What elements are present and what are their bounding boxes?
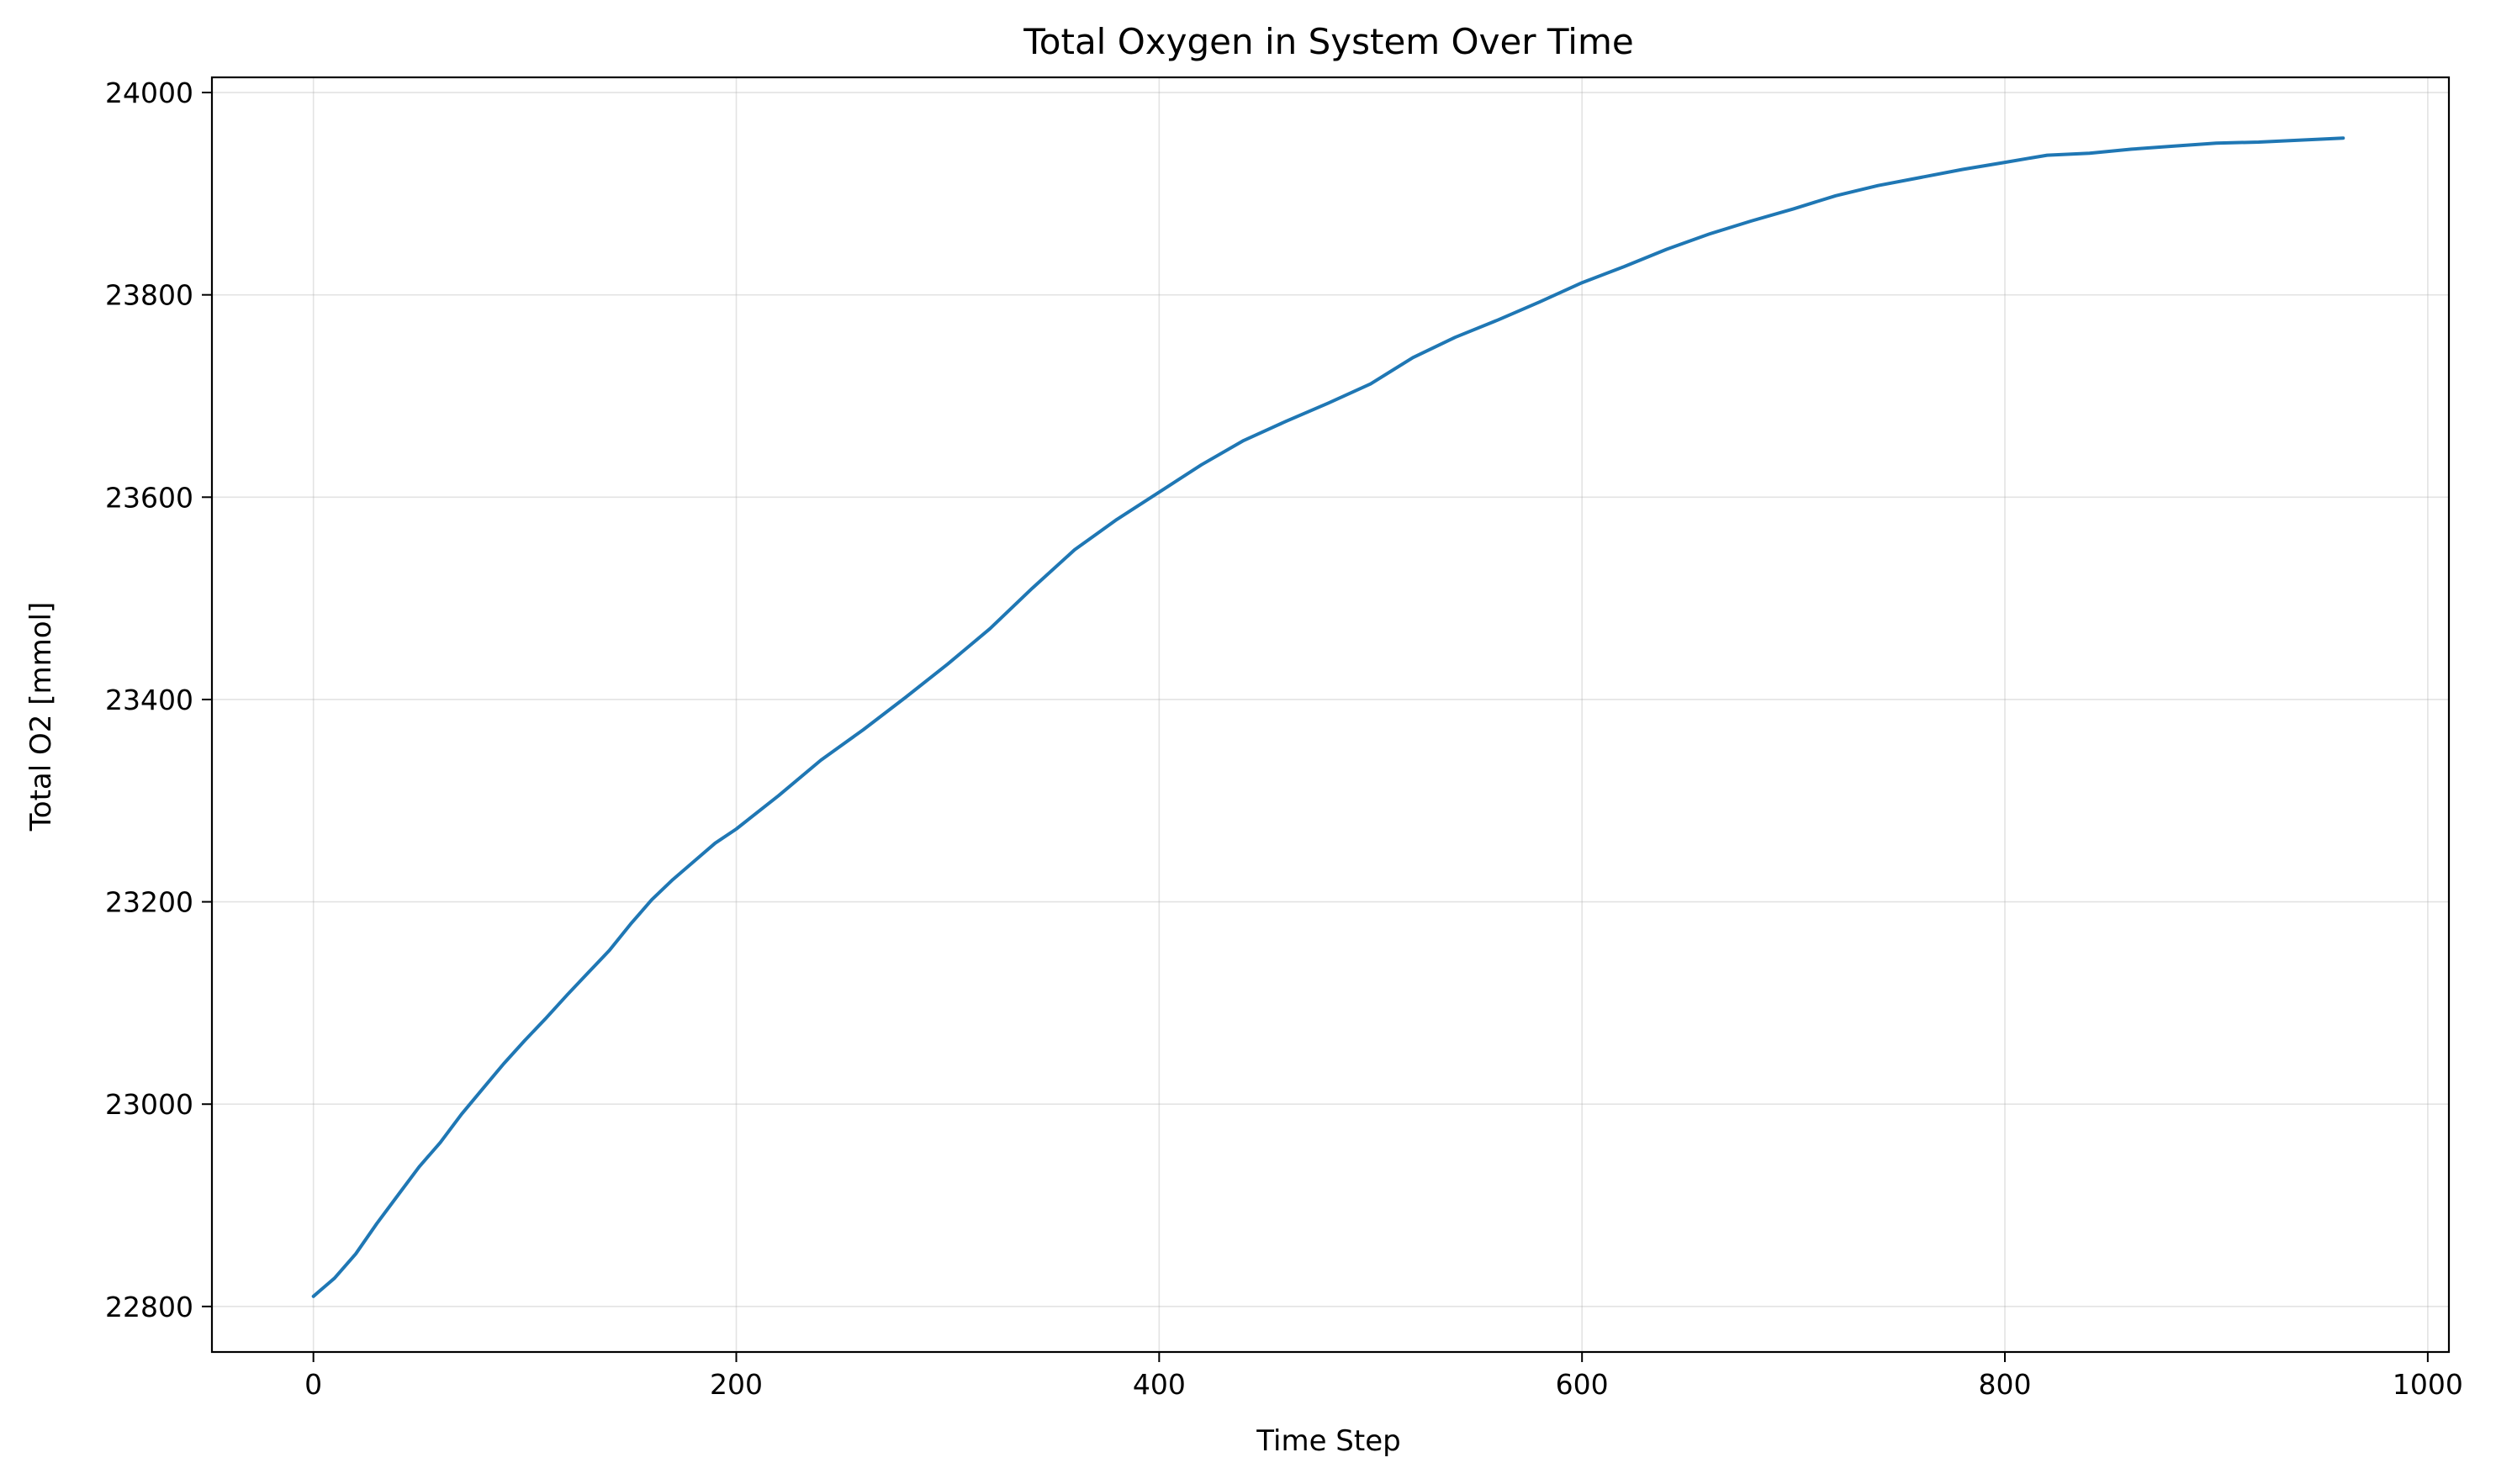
- series-line: [311, 136, 2345, 1298]
- y-tick-label: 23400: [105, 684, 193, 716]
- y-tick-label: 23800: [105, 279, 193, 312]
- x-tick-label: 1000: [2393, 1368, 2463, 1401]
- y-tick-label: 22800: [105, 1291, 193, 1323]
- y-tick-label: 23200: [105, 886, 193, 919]
- x-axis-ticks: 0 200 400 600 800 1000: [304, 1352, 2463, 1401]
- grid-lines: [212, 77, 2449, 1352]
- y-tick-label: 23600: [105, 481, 193, 514]
- axes-frame: [210, 76, 2451, 1354]
- y-axis-label: Total O2 [mmol]: [24, 602, 58, 832]
- x-tick-label: 400: [1133, 1368, 1186, 1401]
- x-tick-label: 600: [1556, 1368, 1609, 1401]
- chart-title: Total Oxygen in System Over Time: [1023, 21, 1633, 62]
- x-tick-label: 800: [1979, 1368, 2032, 1401]
- x-tick-label: 200: [710, 1368, 763, 1401]
- y-axis-ticks: 22800 23000 23200 23400 23600 23800 24000: [105, 77, 212, 1323]
- series-line-group: [311, 136, 2345, 1298]
- x-axis-label: Time Step: [1256, 1424, 1400, 1458]
- x-tick-label: 0: [304, 1368, 322, 1401]
- y-tick-label: 23000: [105, 1088, 193, 1121]
- y-tick-label: 24000: [105, 77, 193, 109]
